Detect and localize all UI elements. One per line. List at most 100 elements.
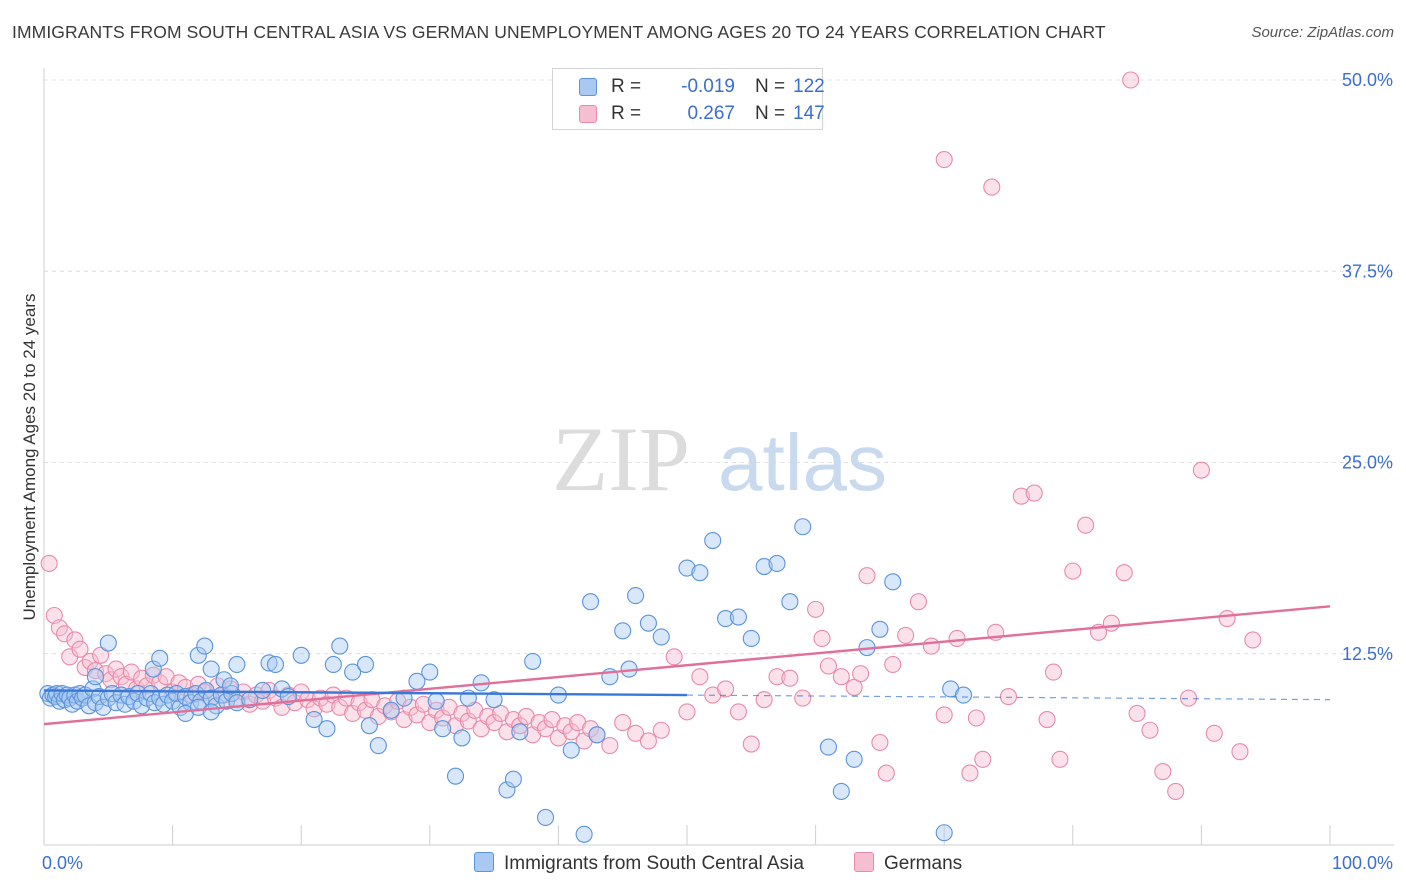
data-point [260, 654, 278, 672]
data-point [1038, 710, 1056, 729]
data-point [122, 663, 140, 681]
legend-swatch-pink [579, 105, 597, 123]
data-point [356, 655, 375, 674]
data-point [120, 688, 138, 706]
trend-line-germans [43, 605, 1331, 726]
y-tick-label: 12.5% [1342, 644, 1393, 664]
data-point [948, 629, 966, 648]
data-point [142, 684, 160, 703]
data-point [768, 554, 786, 573]
data-point [627, 587, 645, 605]
data-point [1064, 562, 1082, 580]
data-point [1141, 721, 1159, 739]
data-point [151, 649, 169, 667]
data-point [581, 593, 600, 611]
watermark: ZIP atlas [552, 408, 887, 510]
data-point [588, 726, 606, 744]
data-point [228, 655, 246, 674]
data-point [71, 640, 89, 658]
data-point [66, 631, 84, 649]
data-point [755, 557, 773, 576]
legend-n-label: N = [755, 76, 786, 97]
tick-labels: 12.5% 25.0% 37.5% 50.0% 0.0% 100.0% [42, 70, 1393, 873]
data-point [318, 695, 336, 713]
data-point [1128, 704, 1146, 722]
data-point [845, 678, 863, 696]
data-point [536, 808, 555, 827]
data-point [86, 668, 104, 686]
data-point [742, 735, 760, 753]
data-point [1231, 743, 1249, 761]
data-point [845, 750, 863, 768]
data-point [144, 660, 162, 678]
data-point [832, 782, 850, 801]
data-point [305, 710, 323, 729]
data-point [729, 608, 747, 626]
data-point [1192, 461, 1210, 479]
data-point [999, 688, 1018, 706]
source-credit: Source: ZipAtlas.com [1251, 24, 1394, 41]
data-point [935, 706, 953, 724]
data-point [421, 663, 439, 681]
data-point [504, 770, 522, 788]
data-point [524, 652, 542, 670]
legend-r-value: -0.019 [681, 76, 735, 97]
data-point [755, 691, 773, 709]
legend-r-label: R = [611, 76, 642, 97]
data-point [678, 559, 696, 577]
data-point [852, 665, 870, 683]
data-point [614, 622, 632, 640]
data-point [1205, 724, 1223, 742]
axes [43, 68, 1394, 846]
data-point [434, 720, 452, 738]
data-point [446, 767, 465, 785]
legend-swatch-blue [579, 78, 597, 96]
data-point [601, 736, 619, 755]
data-point [408, 706, 426, 724]
data-point [556, 717, 574, 735]
data-point [678, 703, 696, 721]
data-point [665, 648, 683, 666]
data-point [536, 720, 555, 738]
data-point [871, 620, 889, 638]
data-point [1218, 610, 1236, 628]
trend-line-immigrants-extension [686, 694, 1331, 701]
y-tick-label: 37.5% [1342, 261, 1393, 281]
gridlines [44, 79, 1394, 655]
data-point [202, 703, 220, 721]
data-point [1102, 614, 1120, 632]
data-point [1044, 663, 1063, 681]
data-point [819, 657, 838, 675]
data-point [453, 729, 471, 747]
data-point [691, 668, 709, 686]
correlation-legend: R = -0.019 N = 122 R = 0.267 N = 147 [552, 68, 825, 130]
data-point [562, 723, 580, 741]
data-point [318, 720, 336, 738]
bottom-legend-blue: Immigrants from South Central Asia [474, 852, 804, 876]
data-point [614, 714, 632, 732]
data-point [652, 721, 670, 739]
data-point [202, 660, 220, 678]
data-point [652, 628, 670, 646]
data-point [717, 680, 735, 698]
data-point [794, 689, 812, 707]
legend-n-value: 147 [793, 103, 825, 124]
data-point [1122, 71, 1140, 89]
data-point [871, 733, 889, 752]
data-point [639, 732, 657, 750]
data-point [729, 703, 747, 721]
data-point [935, 151, 953, 169]
data-point [1077, 516, 1095, 534]
data-point [511, 717, 529, 735]
data-point [813, 629, 831, 648]
data-point [81, 652, 99, 670]
data-point [40, 554, 58, 573]
data-point [1025, 484, 1043, 502]
data-point [167, 684, 186, 703]
data-point [215, 671, 233, 689]
data-point [794, 518, 812, 536]
y-tick-label: 25.0% [1342, 453, 1393, 473]
legend-n-label: N = [755, 103, 786, 124]
bottom-legend-label-blue: Immigrants from South Central Asia [504, 853, 804, 874]
